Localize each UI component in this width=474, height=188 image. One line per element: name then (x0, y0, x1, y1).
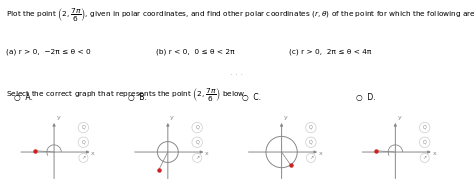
Text: Q: Q (309, 125, 313, 130)
Text: x: x (91, 151, 95, 156)
Text: Q: Q (309, 139, 313, 144)
Text: ○  B.: ○ B. (128, 92, 147, 102)
Text: ○  C.: ○ C. (242, 92, 261, 102)
Text: (c) r > 0,  2π ≤ θ < 4π: (c) r > 0, 2π ≤ θ < 4π (289, 49, 372, 55)
Text: Q: Q (82, 139, 85, 144)
Text: ↗: ↗ (309, 155, 313, 160)
Text: y: y (284, 115, 288, 121)
Text: x: x (433, 151, 437, 156)
Text: y: y (170, 115, 174, 121)
Text: ○  D.: ○ D. (356, 92, 375, 102)
Text: Q: Q (195, 125, 199, 130)
Text: ↗: ↗ (195, 155, 199, 160)
Text: ↗: ↗ (423, 155, 427, 160)
Text: · · ·: · · · (230, 71, 244, 80)
Text: ○  A.: ○ A. (14, 92, 33, 102)
Text: ↗: ↗ (82, 155, 85, 160)
Text: y: y (56, 115, 60, 121)
Text: Q: Q (423, 139, 427, 144)
Text: y: y (398, 115, 401, 121)
Text: (a) r > 0,  −2π ≤ θ < 0: (a) r > 0, −2π ≤ θ < 0 (6, 49, 91, 55)
Text: (b) r < 0,  0 ≤ θ < 2π: (b) r < 0, 0 ≤ θ < 2π (156, 49, 235, 55)
Text: Q: Q (195, 139, 199, 144)
Text: Q: Q (423, 125, 427, 130)
Text: Q: Q (82, 125, 85, 130)
Text: x: x (319, 151, 323, 156)
Text: Plot the point $\left(2, \dfrac{7\pi}{6}\right)$, given in polar coordinates, an: Plot the point $\left(2, \dfrac{7\pi}{6}… (6, 6, 474, 23)
Text: x: x (205, 151, 209, 156)
Text: Select the correct graph that represents the point $\left(2, \dfrac{7\pi}{6}\rig: Select the correct graph that represents… (6, 86, 247, 103)
